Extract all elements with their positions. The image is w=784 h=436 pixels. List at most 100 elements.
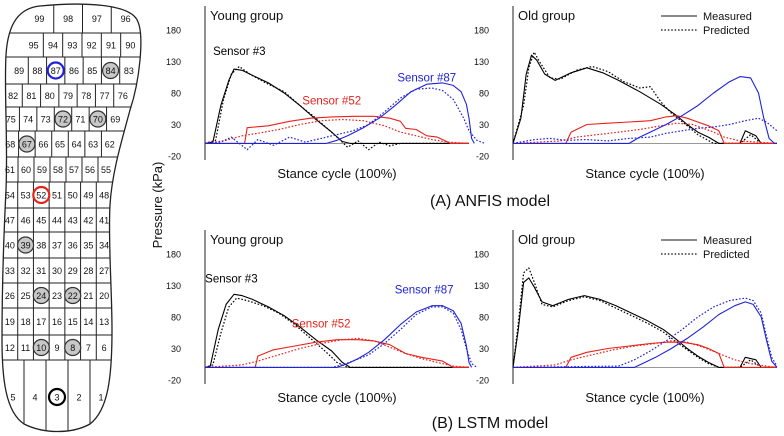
sensor-cell-26: 26 xyxy=(5,291,15,301)
x-axis-label: Stance cycle (100%) xyxy=(585,166,704,181)
sensor-cell-18: 18 xyxy=(21,317,31,327)
sensor-cell-95: 95 xyxy=(29,41,39,51)
sensor-cell-84: 84 xyxy=(106,66,116,76)
sensor-cell-5: 5 xyxy=(10,393,15,403)
y-tick-label: 130 xyxy=(166,281,181,291)
sensor-cell-61: 61 xyxy=(5,165,15,175)
annotation-sensor-3: Sensor #3 xyxy=(213,46,265,58)
y-tick-label: -20 xyxy=(168,376,181,386)
sensor-cell-41: 41 xyxy=(99,216,109,226)
chart-anfis-young: -20 30 80 130 180 Young group Stance cycle (10… xyxy=(166,6,486,181)
sensor-cell-69: 69 xyxy=(110,115,120,125)
sensor-cell-60: 60 xyxy=(21,165,31,175)
sensor-cell-59: 59 xyxy=(37,165,47,175)
insole-outline xyxy=(1,3,142,433)
sensor-cell-92: 92 xyxy=(87,41,97,51)
series-line-sensor-87-predicted xyxy=(512,117,778,144)
series-line-sensor-87-predicted xyxy=(204,87,486,151)
sensor-cell-40: 40 xyxy=(5,241,15,251)
sensor-cell-56: 56 xyxy=(85,165,95,175)
sensor-cell-58: 58 xyxy=(53,165,63,175)
sensor-cell-72: 72 xyxy=(58,115,68,125)
sensor-cell-66: 66 xyxy=(38,140,48,150)
sensor-cell-38: 38 xyxy=(36,241,46,251)
y-tick-label: 130 xyxy=(474,281,489,291)
sensor-8-highlight xyxy=(64,338,82,357)
y-tick-label: 30 xyxy=(171,344,181,354)
sensor-cell-90: 90 xyxy=(125,41,135,51)
series-line-sensor-52-measured xyxy=(513,115,777,144)
sensor-cell-73: 73 xyxy=(41,115,51,125)
sensor-cell-13: 13 xyxy=(99,317,109,327)
sensor-cell-49: 49 xyxy=(83,191,93,201)
sensor-cell-37: 37 xyxy=(52,241,62,251)
sensor-cell-96: 96 xyxy=(121,14,131,24)
sensor-87-selected-ring xyxy=(46,61,65,80)
y-tick-label: 80 xyxy=(479,89,489,99)
sensor-cell-30: 30 xyxy=(52,266,62,276)
series-line-sensor-52-measured xyxy=(205,339,469,368)
sensor-cell-28: 28 xyxy=(83,266,93,276)
row-title-a: (A) ANFIS model xyxy=(430,193,550,210)
y-tick-label: 130 xyxy=(474,57,489,67)
sensor-cell-98: 98 xyxy=(63,14,73,24)
x-axis-label: Stance cycle (100%) xyxy=(277,166,396,181)
sensor-cell-27: 27 xyxy=(99,266,109,276)
y-tick-label: -20 xyxy=(476,376,489,386)
y-tick-label: 30 xyxy=(479,120,489,130)
sensor-cell-24: 24 xyxy=(36,291,46,301)
series-line-sensor-3-predicted xyxy=(512,267,777,368)
annotation-sensor-52: Sensor #52 xyxy=(292,319,351,331)
sensor-cell-35: 35 xyxy=(83,241,93,251)
y-tick-label: -20 xyxy=(168,152,181,162)
sensor-cell-39: 39 xyxy=(21,241,31,251)
sensor-cell-36: 36 xyxy=(68,241,78,251)
sensor-24-highlight xyxy=(32,286,50,305)
sensor-84-highlight xyxy=(101,61,120,80)
annotation-sensor-52: Sensor #52 xyxy=(302,95,361,107)
y-tick-label: 180 xyxy=(474,250,489,260)
sensor-cell-89: 89 xyxy=(14,66,24,76)
sensor-cell-75: 75 xyxy=(6,115,16,125)
sensor-cell-53: 53 xyxy=(21,191,31,201)
sensor-cell-42: 42 xyxy=(83,216,93,226)
series-line-sensor-3-measured xyxy=(204,293,469,368)
series-line-sensor-52-measured xyxy=(513,341,777,368)
sensor-cell-74: 74 xyxy=(23,115,33,125)
sensor-cell-67: 67 xyxy=(22,140,32,150)
y-tick-label: 80 xyxy=(171,313,181,323)
series-line-sensor-3-predicted xyxy=(204,65,469,151)
sensor-cell-6: 6 xyxy=(102,343,107,353)
sensor-cell-82: 82 xyxy=(8,91,18,101)
sensor-cell-87: 87 xyxy=(51,66,61,76)
chart-title: Young group xyxy=(210,8,283,23)
sensor-cell-1: 1 xyxy=(98,393,103,403)
row-title-b: (B) LSTM model xyxy=(432,415,548,432)
series-line-sensor-52-predicted xyxy=(204,337,470,368)
sensor-cell-52: 52 xyxy=(36,191,46,201)
series-line-sensor-52-measured xyxy=(205,115,469,144)
sensor-cell-76: 76 xyxy=(118,91,128,101)
series-line-sensor-52-predicted xyxy=(512,122,778,144)
sensor-cell-47: 47 xyxy=(5,216,15,226)
sensor-cell-48: 48 xyxy=(99,191,109,201)
chart-lstm-young: -20 30 80 130 180 Young group Stance cycle (10… xyxy=(166,230,478,405)
sensor-cell-62: 62 xyxy=(105,140,115,150)
sensor-cell-32: 32 xyxy=(21,266,31,276)
sensor-cell-46: 46 xyxy=(21,216,31,226)
sensor-cell-33: 33 xyxy=(5,266,15,276)
y-tick-label: 80 xyxy=(171,89,181,99)
sensor-cell-25: 25 xyxy=(21,291,31,301)
sensor-39-highlight xyxy=(16,236,35,254)
sensor-cell-94: 94 xyxy=(48,41,58,51)
sensor-cell-81: 81 xyxy=(26,91,36,101)
sensor-cell-12: 12 xyxy=(5,343,15,353)
series-line-sensor-3-predicted xyxy=(204,297,469,368)
sensor-22-highlight xyxy=(64,286,82,305)
series-line-sensor-87-predicted xyxy=(512,297,778,368)
sensor-72-highlight xyxy=(54,110,72,128)
sensor-cell-11: 11 xyxy=(21,343,30,353)
legend-label-predicted: Predicted xyxy=(703,25,749,37)
chart-title: Young group xyxy=(210,232,283,247)
